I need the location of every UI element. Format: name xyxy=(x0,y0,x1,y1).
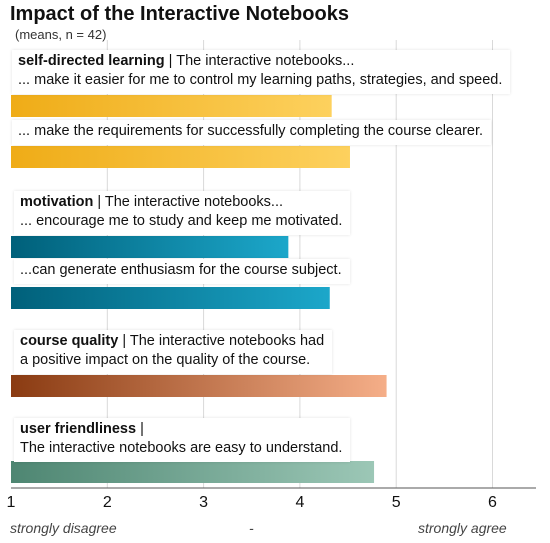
item-label-enthusiasm: ...can generate enthusiasm for the cours… xyxy=(20,262,342,278)
chart-title: Impact of the Interactive Notebooks xyxy=(10,3,349,25)
group-name-course-quality: course quality xyxy=(20,333,119,349)
bar-course-quality-1 xyxy=(11,375,387,397)
label-motivation: motivation | The interactive notebooks..… xyxy=(14,191,351,235)
x-tick-label-1: 1 xyxy=(6,494,16,511)
item-label-control-learning: ... make it easier for me to control my … xyxy=(18,72,503,88)
item-label-user-friendliness: The interactive notebooks are easy to un… xyxy=(20,440,343,456)
item-label-course-quality: a positive impact on the quality of the … xyxy=(20,352,311,368)
label-course-quality: course quality | The interactive noteboo… xyxy=(14,330,333,374)
group-name-self-directed-learning: self-directed learning xyxy=(18,53,165,69)
group-intro-user-friendliness: | xyxy=(136,421,144,437)
group-intro-self-directed-learning: | The interactive notebooks... xyxy=(164,53,355,69)
group-intro-course-quality: | The interactive notebooks had xyxy=(118,333,325,349)
x-tick-label-5: 5 xyxy=(391,494,401,511)
label-enthusiasm: ...can generate enthusiasm for the cours… xyxy=(14,259,350,284)
scale-label-mid: - xyxy=(249,520,254,536)
chart-subtitle: (means, n = 42) xyxy=(15,27,107,42)
bar-self-directed-learning-1 xyxy=(11,95,332,117)
group-name-motivation: motivation xyxy=(20,194,94,210)
item-label-encourage: ... encourage me to study and keep me mo… xyxy=(20,213,343,229)
bar-motivation-2 xyxy=(11,287,330,309)
bar-self-directed-learning-2 xyxy=(11,146,350,168)
group-name-user-friendliness: user friendliness xyxy=(20,421,137,437)
x-tick-label-2: 2 xyxy=(102,494,112,511)
x-tick-label-4: 4 xyxy=(295,494,305,511)
bar-motivation-1 xyxy=(11,236,289,258)
scale-label-low: strongly disagree xyxy=(10,520,117,536)
label-requirements: ... make the requirements for successful… xyxy=(12,120,492,145)
label-self-directed-learning: self-directed learning | The interactive… xyxy=(12,50,511,94)
label-user-friendliness: user friendliness | The interactive note… xyxy=(14,418,351,462)
x-tick-label-3: 3 xyxy=(199,494,209,511)
scale-label-high: strongly agree xyxy=(418,520,507,536)
bar-user-friendliness-1 xyxy=(11,461,375,483)
x-tick-label-6: 6 xyxy=(488,494,497,511)
item-label-requirements: ... make the requirements for successful… xyxy=(18,123,484,139)
group-intro-motivation: | The interactive notebooks... xyxy=(93,194,284,210)
